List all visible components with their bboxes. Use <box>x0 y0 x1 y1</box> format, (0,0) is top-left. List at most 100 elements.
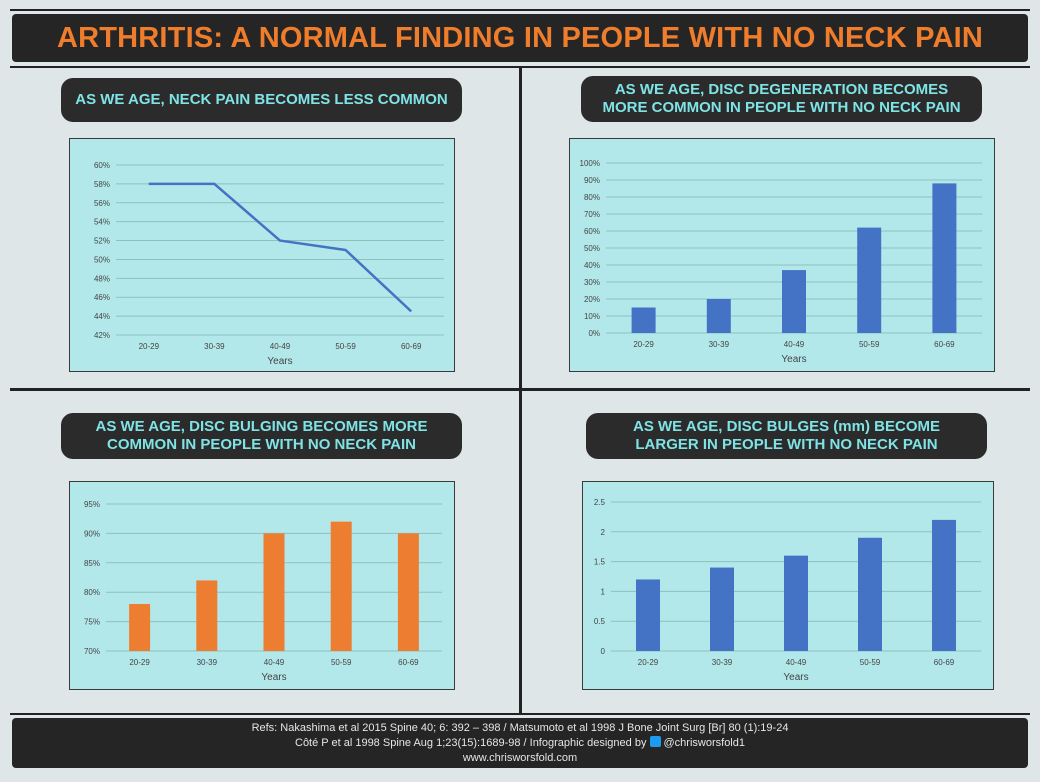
x-tick-label: 50-59 <box>859 340 880 349</box>
x-axis-label: Years <box>261 672 286 683</box>
x-tick-label: 30-39 <box>204 342 225 351</box>
chart-disc-bulge-size: 0 0.5 1 1.5 2 2.5 20-29 30-39 40-49 50-59 60-69 Yea… <box>582 481 994 690</box>
x-tick-label: 40-49 <box>784 340 805 349</box>
x-tick-label: 50-59 <box>331 658 352 667</box>
panel-1-heading: AS WE AGE, NECK PAIN BECOMES LESS COMMON <box>61 78 462 122</box>
y-tick-label: 2 <box>601 528 606 537</box>
x-tick-label: 60-69 <box>934 658 955 667</box>
y-tick-label: 80% <box>84 588 100 597</box>
y-tick-label: 70% <box>584 210 600 219</box>
y-tick-label: 1.5 <box>594 558 606 567</box>
y-tick-label: 0.5 <box>594 617 606 626</box>
x-axis-label: Years <box>267 356 292 367</box>
top-rule <box>10 9 1030 11</box>
panel-4-heading-line2: LARGER IN PEOPLE WITH NO NECK PAIN <box>635 436 938 453</box>
bottom-rule <box>10 713 1030 715</box>
y-tick-label: 80% <box>584 193 600 202</box>
y-tick-label: 50% <box>584 244 600 253</box>
footer-handle: @chrisworsfold1 <box>663 736 745 749</box>
panel-3-heading-line1: AS WE AGE, DISC BULGING BECOMES MORE <box>95 418 428 435</box>
y-tick-label: 40% <box>584 261 600 270</box>
title-banner: ARTHRITIS: A NORMAL FINDING IN PEOPLE WI… <box>12 14 1028 62</box>
y-tick-label: 44% <box>94 312 110 321</box>
x-tick-label: 50-59 <box>860 658 881 667</box>
chart-neck-pain-svg: 42% 44% 46% 48% 50% 52% 54% 56% 58% 60% 20-29 30-39… <box>94 161 444 367</box>
y-tick-label: 52% <box>94 237 110 246</box>
y-tick-label: 46% <box>94 293 110 302</box>
bar <box>196 580 218 651</box>
bar <box>631 307 656 333</box>
x-tick-label: 40-49 <box>264 658 285 667</box>
chart-neck-pain: 42% 44% 46% 48% 50% 52% 54% 56% 58% 60% 20-29 30-39… <box>69 138 455 372</box>
chart-disc-bulging-svg: 70% 75% 80% 85% 90% 95% 20-29 30-39 40-49 50-59 60… <box>84 500 442 683</box>
y-tick-label: 2.5 <box>594 498 606 507</box>
bar <box>932 183 957 333</box>
bar <box>857 227 882 333</box>
panel-2-heading-line1: AS WE AGE, DISC DEGENERATION BECOMES <box>614 81 949 98</box>
bar <box>784 555 808 651</box>
bar <box>330 521 352 651</box>
y-tick-label: 90% <box>584 176 600 185</box>
y-tick-label: 0 <box>601 647 606 656</box>
footer-refs-line2-text: Côté P et al 1998 Spine Aug 1;23(15):168… <box>295 736 647 749</box>
x-tick-label: 30-39 <box>712 658 733 667</box>
chart-disc-bulge-size-svg: 0 0.5 1 1.5 2 2.5 20-29 30-39 40-49 50-59 60-69 Yea… <box>594 498 981 683</box>
bar <box>706 299 731 333</box>
x-tick-label: 40-49 <box>786 658 807 667</box>
footer-refs-line2: Côté P et al 1998 Spine Aug 1;23(15):168… <box>12 735 1028 751</box>
panel-3-heading: AS WE AGE, DISC BULGING BECOMES MORE COM… <box>61 413 462 459</box>
footer-url[interactable]: www.chrisworsfold.com <box>462 751 578 764</box>
x-tick-label: 30-39 <box>197 658 218 667</box>
bar <box>858 537 882 651</box>
y-tick-label: 70% <box>84 647 100 656</box>
bar <box>636 579 660 651</box>
x-tick-label: 20-29 <box>633 340 654 349</box>
page-title: ARTHRITIS: A NORMAL FINDING IN PEOPLE WI… <box>56 21 984 54</box>
y-tick-label: 75% <box>84 618 100 627</box>
y-tick-label: 85% <box>84 559 100 568</box>
panel-2-heading: AS WE AGE, DISC DEGENERATION BECOMES MOR… <box>581 76 982 122</box>
y-tick-label: 1 <box>601 587 606 596</box>
x-tick-label: 60-69 <box>401 342 422 351</box>
y-tick-label: 54% <box>94 218 110 227</box>
x-tick-label: 60-69 <box>934 340 955 349</box>
y-tick-label: 42% <box>94 331 110 340</box>
chart-disc-bulging: 70% 75% 80% 85% 90% 95% 20-29 30-39 40-49 50-59 60… <box>69 481 455 690</box>
bar <box>397 533 419 651</box>
y-tick-label: 60% <box>94 161 110 170</box>
y-tick-label: 56% <box>94 199 110 208</box>
y-tick-label: 58% <box>94 180 110 189</box>
x-tick-label: 30-39 <box>709 340 730 349</box>
y-tick-label: 30% <box>584 278 600 287</box>
panel-1-heading-line1: AS WE AGE, NECK PAIN BECOMES LESS COMMON <box>75 91 448 108</box>
x-tick-label: 20-29 <box>139 342 160 351</box>
panel-4-heading: AS WE AGE, DISC BULGES (mm) BECOME LARGE… <box>586 413 987 459</box>
y-tick-label: 0% <box>588 329 600 338</box>
x-axis-label: Years <box>783 672 808 683</box>
footer: Refs: Nakashima et al 2015 Spine 40; 6: … <box>12 718 1028 768</box>
bar <box>129 603 151 651</box>
panel-4-heading-line1: AS WE AGE, DISC BULGES (mm) BECOME <box>633 418 940 435</box>
bar <box>782 270 806 333</box>
x-tick-label: 20-29 <box>129 658 150 667</box>
vertical-divider <box>519 68 522 714</box>
y-tick-label: 20% <box>584 295 600 304</box>
y-tick-label: 90% <box>84 529 100 538</box>
y-tick-label: 95% <box>84 500 100 509</box>
chart-disc-degeneration: 0% 10% 20% 30% 40% 50% 60% 70% 80% 90% 100% 20-29 30… <box>569 138 995 372</box>
title-rule <box>10 66 1030 68</box>
footer-refs-line1: Refs: Nakashima et al 2015 Spine 40; 6: … <box>251 721 789 734</box>
x-axis-label: Years <box>781 354 806 365</box>
bar <box>263 533 285 651</box>
y-tick-label: 100% <box>580 159 600 168</box>
x-tick-label: 60-69 <box>398 658 419 667</box>
y-tick-label: 10% <box>584 312 600 321</box>
y-tick-label: 60% <box>584 227 600 236</box>
panel-3-heading-line2: COMMON IN PEOPLE WITH NO NECK PAIN <box>107 436 416 453</box>
chart-disc-degeneration-svg: 0% 10% 20% 30% 40% 50% 60% 70% 80% 90% 100% 20-29 30… <box>580 159 982 365</box>
x-tick-label: 50-59 <box>335 342 356 351</box>
x-tick-label: 40-49 <box>270 342 291 351</box>
panel-2-heading-line2: MORE COMMON IN PEOPLE WITH NO NECK PAIN <box>602 99 961 116</box>
x-tick-label: 20-29 <box>638 658 659 667</box>
twitter-icon <box>649 735 661 747</box>
